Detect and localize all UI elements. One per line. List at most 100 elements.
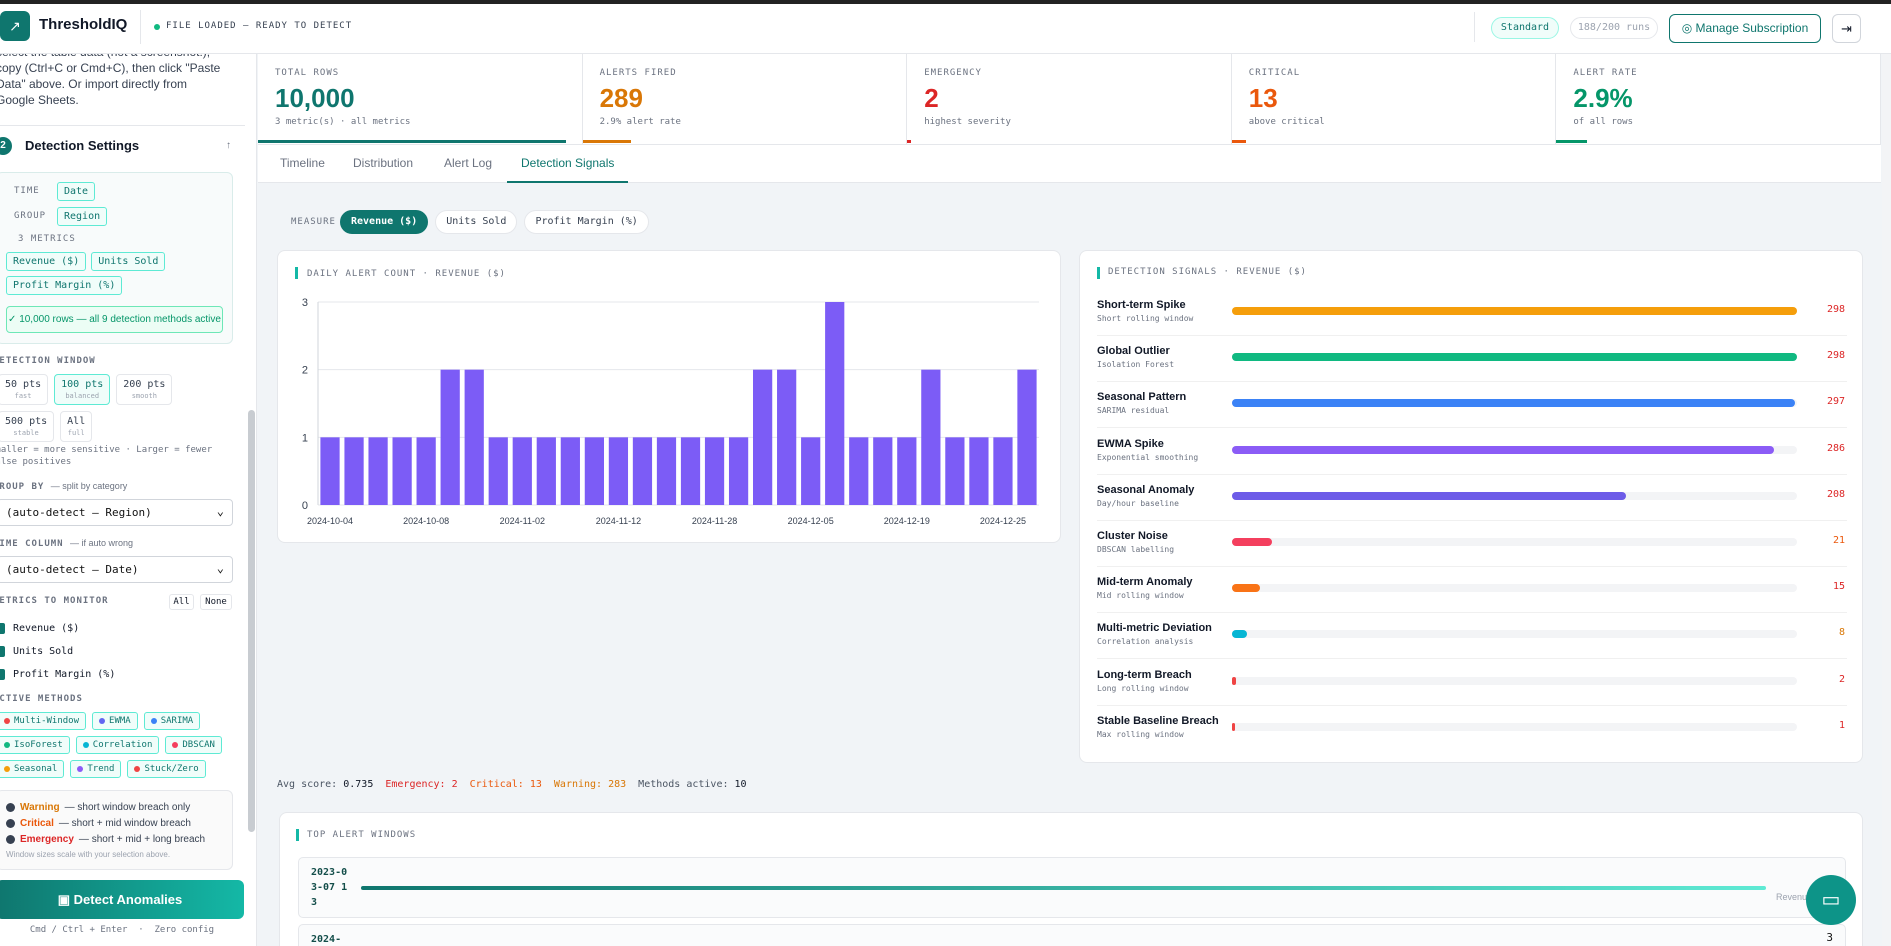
- y-tick-label: 0: [302, 500, 308, 512]
- signal-method: Max rolling window: [1097, 729, 1184, 739]
- tab[interactable]: Distribution: [353, 156, 414, 170]
- window-option[interactable]: 50 pts fast: [0, 374, 49, 405]
- signal-value: 208: [1826, 488, 1845, 500]
- kpi-progress: [907, 140, 912, 143]
- alert-window-row: 2024- 3: [298, 924, 1846, 946]
- hint: — if auto wrong: [70, 538, 134, 548]
- window-option[interactable]: All full: [60, 411, 93, 442]
- label: Trend: [87, 764, 115, 774]
- signal-value: 286: [1826, 442, 1845, 454]
- tab[interactable]: Detection Signals: [507, 145, 629, 183]
- signal-value: 297: [1826, 396, 1845, 408]
- logout-button[interactable]: ⇥: [1832, 14, 1861, 43]
- level: Warning: [20, 801, 60, 813]
- kpi-label: TOTAL ROWS: [275, 68, 340, 78]
- method-chip: Trend: [70, 760, 122, 778]
- signal-value: 1: [1838, 719, 1845, 731]
- hint: — split by category: [50, 481, 128, 491]
- top-alerts-card: TOP ALERT WINDOWS 2023-03-07 13 Revenue 20…: [279, 812, 1863, 946]
- alert-time: 2023-03-07 13: [311, 867, 348, 908]
- icon: [172, 742, 179, 748]
- method-chip: EWMA: [92, 712, 138, 730]
- icon: [150, 718, 157, 724]
- sidebar: select the table data (not a screenshot!…: [0, 0, 257, 946]
- hint: stable: [13, 429, 39, 437]
- signal-bar: [1232, 630, 1248, 639]
- dot: [6, 802, 15, 812]
- kpi-progress: [1231, 140, 1246, 143]
- time-column-select[interactable]: (auto-detect — Date) ⌄: [0, 556, 233, 583]
- kpi-card: ALERTS FIRED 289 2.9% alert rate: [582, 54, 908, 144]
- kpi-card: CRITICAL 13 above critical: [1231, 54, 1557, 144]
- chat-button[interactable]: ▭: [1806, 875, 1856, 925]
- value: (auto-detect — Region): [6, 506, 152, 519]
- page-scrollbar: [1882, 54, 1891, 946]
- kpi-label: ALERTS FIRED: [599, 68, 677, 78]
- signal-value: 15: [1832, 581, 1845, 593]
- level: Emergency: [20, 833, 74, 845]
- dot: [6, 818, 15, 828]
- signal-value: 2: [1838, 673, 1845, 685]
- alert-chart: DAILY ALERT COUNT · REVENUE ($) 0 1 2 3 2024…: [295, 267, 1039, 526]
- severity-legend: Warning — short window breach only Critica…: [6, 799, 205, 847]
- metric-checkbox[interactable]: Revenue ($): [0, 617, 115, 640]
- label: Multi-Window: [14, 716, 80, 726]
- text: — short + mid + long breach: [78, 833, 206, 845]
- metric-checkbox[interactable]: Units Sold: [0, 640, 115, 663]
- tab[interactable]: Timeline: [280, 156, 325, 170]
- signal-method: Exponential smoothing: [1097, 452, 1199, 462]
- signal-name: Mid-term Anomaly: [1097, 576, 1193, 589]
- status: FILE LOADED — READY TO DETECT: [166, 21, 353, 31]
- text: — short window breach only: [64, 801, 191, 813]
- hint: full: [67, 429, 85, 437]
- window-option[interactable]: 500 pts stable: [0, 411, 55, 442]
- title-accent: [1097, 267, 1100, 279]
- group-label: GROUP: [14, 211, 47, 221]
- row-divider: [1097, 381, 1847, 383]
- row-divider: [1097, 704, 1847, 706]
- measure-option[interactable]: Revenue ($): [340, 210, 429, 234]
- label: Seasonal: [14, 764, 58, 774]
- window-option[interactable]: 100 pts balanced: [54, 374, 111, 405]
- all-button[interactable]: All: [169, 594, 194, 610]
- y-tick-label: 2: [302, 365, 308, 377]
- signal-bar: [1232, 353, 1797, 362]
- signal-track: [1232, 676, 1797, 685]
- measure-option[interactable]: Profit Margin (%): [524, 210, 649, 234]
- row-divider: [1097, 612, 1847, 614]
- text: — short + mid window breach: [58, 817, 191, 829]
- row-divider: [1097, 335, 1847, 336]
- manage-subscription[interactable]: ◎ Manage Subscription: [1669, 14, 1821, 43]
- signal-bar: [1232, 584, 1261, 593]
- size: All: [67, 416, 86, 427]
- bar: [416, 437, 436, 505]
- group-by-select[interactable]: (auto-detect — Region) ⌄: [0, 499, 233, 526]
- icon: [4, 742, 10, 748]
- kpi-label: EMERGENCY: [924, 68, 982, 78]
- method-chip: SARIMA: [143, 712, 201, 730]
- detect-button[interactable]: ▣ Detect Anomalies: [0, 880, 244, 919]
- label: Stuck/Zero: [144, 764, 199, 774]
- size: 500 pts: [5, 416, 48, 427]
- row-divider: [1097, 566, 1847, 567]
- header: ↗ ThresholdIQ FILE LOADED — READY TO DET…: [0, 0, 1891, 54]
- collapse-arrow[interactable]: ↑: [226, 140, 231, 151]
- measure-option[interactable]: Units Sold: [435, 210, 518, 234]
- bar: [728, 437, 749, 505]
- tab[interactable]: Alert Log: [444, 156, 493, 170]
- icon: [82, 742, 89, 748]
- hint: smooth: [131, 392, 157, 400]
- level: Critical: [20, 817, 54, 829]
- signal-track: [1232, 722, 1797, 731]
- window-option[interactable]: 200 pts smooth: [116, 374, 173, 405]
- title-accent: [295, 267, 298, 279]
- none-button[interactable]: None: [200, 594, 232, 610]
- title-accent: [296, 829, 299, 841]
- stat: Emergency: 2: [385, 779, 457, 790]
- value: (auto-detect — Date): [6, 563, 139, 576]
- divider: [1474, 12, 1475, 42]
- signal-value: 21: [1832, 535, 1845, 546]
- metric-checkbox[interactable]: Profit Margin (%): [0, 663, 115, 686]
- alert-window-row: 2023-03-07 13 Revenue: [298, 857, 1846, 918]
- legend-row: Emergency — short + mid + long breach: [6, 831, 205, 847]
